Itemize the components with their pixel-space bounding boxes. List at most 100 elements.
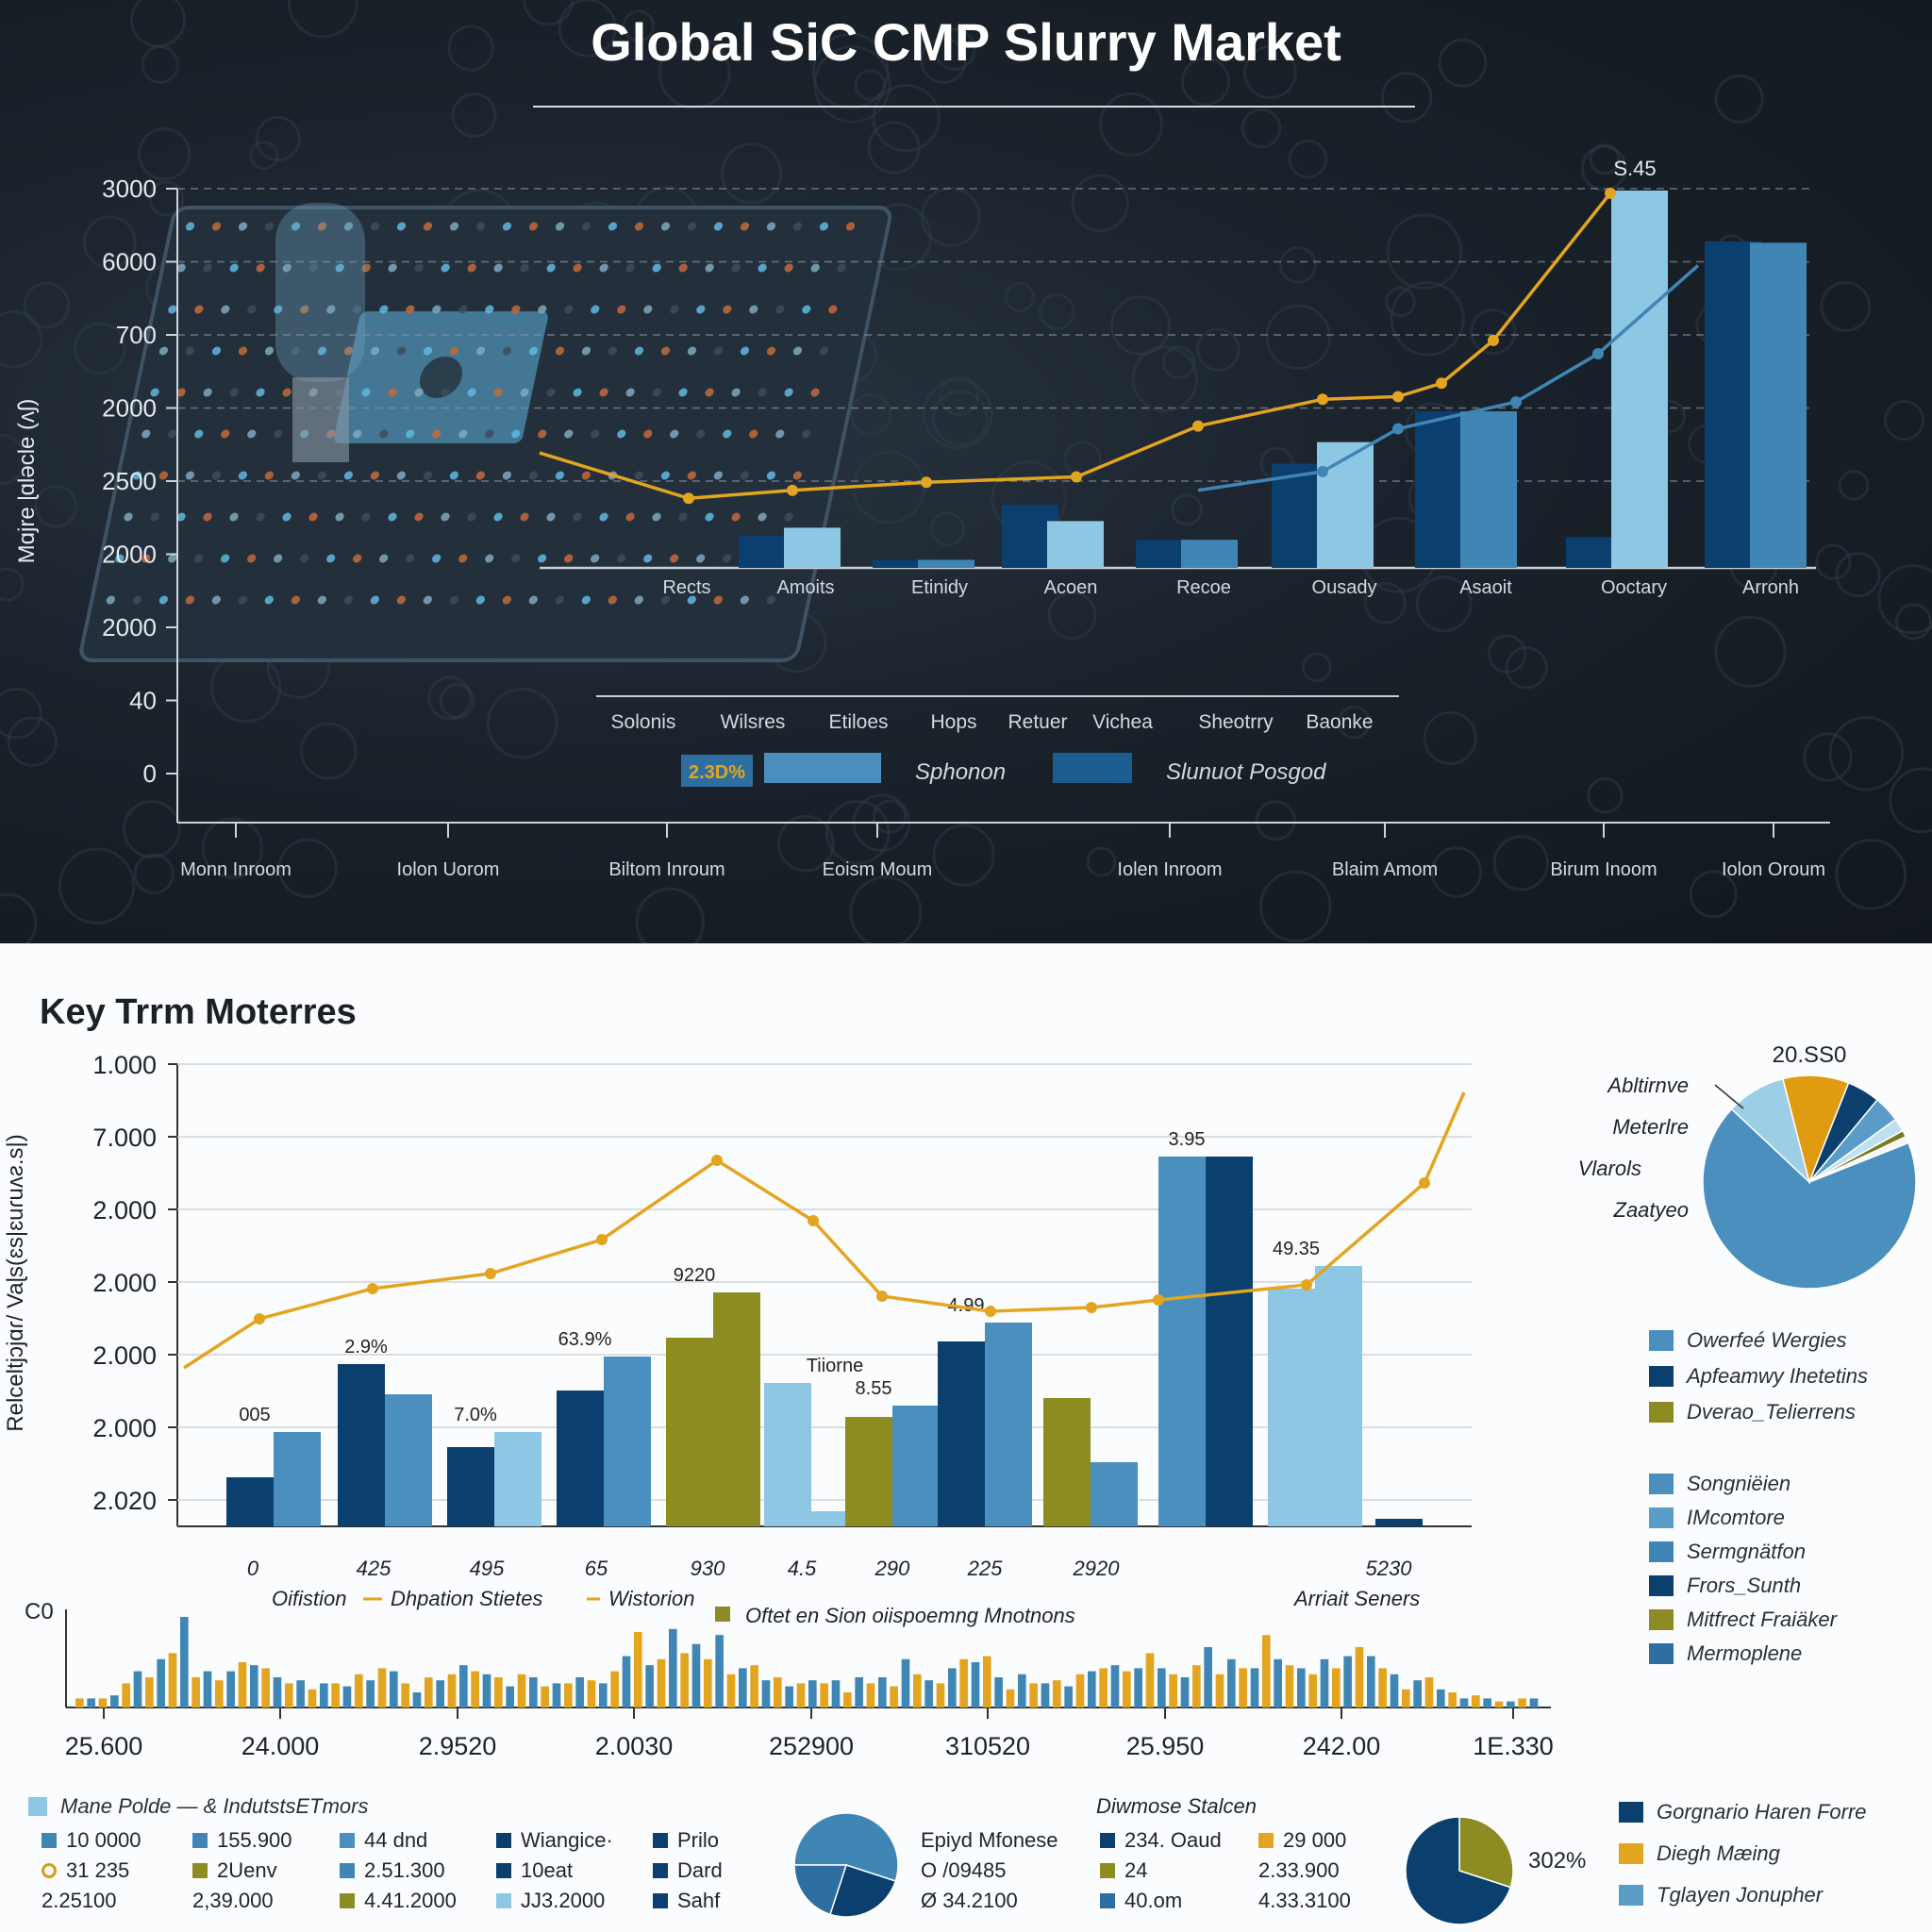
y-tick-label: 3000 bbox=[102, 175, 157, 203]
legend-swatch bbox=[1619, 1843, 1643, 1864]
circuit-dot bbox=[792, 471, 802, 480]
hist-bar bbox=[87, 1698, 95, 1707]
bg-ring bbox=[1004, 281, 1035, 312]
bg-ring bbox=[249, 141, 279, 171]
small-pie-slice bbox=[793, 1864, 848, 1916]
table-swatch bbox=[496, 1863, 511, 1878]
category-label: Arronh bbox=[1742, 577, 1799, 598]
circuit-dot bbox=[414, 512, 424, 522]
circuit-dot bbox=[581, 222, 591, 231]
bar-light bbox=[1047, 521, 1104, 568]
bg-ring bbox=[1071, 174, 1129, 233]
circuit-dot bbox=[740, 595, 749, 605]
hist-bar bbox=[669, 1628, 677, 1707]
table-cell: Dard bbox=[653, 1858, 723, 1883]
circuit-dot bbox=[485, 305, 494, 314]
trend-point-gold bbox=[1153, 1294, 1164, 1306]
circuit-dot bbox=[493, 263, 503, 273]
bg-ring bbox=[277, 838, 338, 898]
circuit-dot bbox=[502, 222, 512, 231]
legend-olive-label: Oftet en Sion oiispoemng Mnotnons bbox=[745, 1604, 1075, 1627]
table-cell: 2,39.000 bbox=[192, 1889, 274, 1913]
bg-ring bbox=[1714, 615, 1787, 688]
bar bbox=[713, 1292, 760, 1526]
circuit-dot bbox=[740, 346, 750, 356]
hist-bar bbox=[425, 1677, 433, 1707]
circuit-dot bbox=[168, 429, 177, 439]
circuit-dot bbox=[449, 222, 459, 231]
hist-bar bbox=[320, 1683, 328, 1707]
circuit-dot bbox=[660, 595, 670, 605]
trend-point-gold bbox=[1488, 334, 1499, 346]
top-chart-panel: Global SiC CMP Slurry Market 3000 6000 700… bbox=[0, 0, 1932, 943]
inner-legend-swatch-1 bbox=[764, 753, 881, 783]
circuit-dot bbox=[264, 346, 275, 356]
circuit-dot bbox=[238, 346, 248, 356]
circuit-dot bbox=[485, 554, 494, 563]
bg-ring bbox=[1171, 493, 1203, 526]
hist-bar bbox=[482, 1674, 491, 1707]
hist-bar bbox=[575, 1677, 584, 1707]
hist-x-label: 2.9520 bbox=[419, 1732, 497, 1760]
circuit-dot bbox=[353, 305, 362, 314]
circuit-dot bbox=[423, 595, 432, 605]
circuit-board bbox=[79, 206, 892, 662]
circuit-dot bbox=[696, 429, 706, 439]
bg-ring bbox=[929, 511, 965, 547]
bg-ring bbox=[1195, 327, 1241, 372]
pie-label: Meterlre bbox=[1612, 1115, 1689, 1139]
pie-leader bbox=[1714, 1084, 1744, 1109]
circuit-dot bbox=[723, 305, 732, 314]
bar bbox=[985, 1323, 1032, 1526]
trend-point-gold bbox=[367, 1283, 378, 1294]
hist-bar bbox=[715, 1635, 724, 1707]
bg-ring bbox=[486, 687, 558, 759]
circuit-dot bbox=[203, 388, 212, 397]
category-label: 4.5 bbox=[788, 1557, 817, 1580]
circuit-dot bbox=[326, 305, 336, 314]
hist-bar bbox=[1518, 1698, 1526, 1707]
hist-bar bbox=[459, 1665, 468, 1707]
table-cell-text: 29 000 bbox=[1283, 1828, 1347, 1852]
bar bbox=[764, 1383, 811, 1526]
circuit-dot bbox=[396, 471, 406, 480]
circuit-dot bbox=[168, 554, 177, 563]
inner-label: Etiloes bbox=[828, 711, 888, 733]
circuit-dot bbox=[221, 429, 230, 439]
circuit-dot bbox=[740, 222, 750, 231]
category-label: Asaoit bbox=[1459, 577, 1512, 598]
circuit-dot bbox=[458, 554, 468, 563]
bg-ring bbox=[451, 92, 497, 139]
bg-ring bbox=[1835, 838, 1907, 910]
circuit-dot bbox=[546, 263, 556, 273]
y-tick-label: 2000 bbox=[102, 394, 157, 423]
circuit-dot bbox=[634, 222, 644, 231]
table-cell: 10 0000 bbox=[42, 1828, 142, 1853]
hist-bar bbox=[645, 1665, 654, 1707]
bg-ring bbox=[74, 322, 126, 375]
circuit-dot bbox=[599, 263, 608, 273]
circuit-dot bbox=[819, 346, 829, 356]
table-cell-text: 2,39.000 bbox=[192, 1889, 274, 1912]
circuit-dot bbox=[731, 388, 741, 397]
bg-ring bbox=[1877, 564, 1932, 635]
circuit-dot bbox=[705, 388, 714, 397]
legend-label: Songniëien bbox=[1687, 1472, 1791, 1495]
circuit-dot bbox=[784, 263, 793, 273]
bar bbox=[385, 1394, 432, 1526]
circuit-dot bbox=[528, 595, 538, 605]
table-swatch bbox=[653, 1833, 668, 1848]
circuit-dot bbox=[573, 388, 582, 397]
circuit-dot bbox=[211, 595, 221, 605]
legend-label: Apfeamwy Ihetetins bbox=[1687, 1364, 1868, 1388]
hist-bar bbox=[192, 1677, 200, 1707]
table-cell-text: 2.51.300 bbox=[364, 1858, 445, 1882]
circuit-dot bbox=[229, 263, 239, 273]
hist-bar bbox=[1332, 1668, 1341, 1707]
hist-bar bbox=[517, 1674, 526, 1707]
middle-col-b-cell: 4.33.3100 bbox=[1258, 1889, 1351, 1913]
circuit-dot bbox=[432, 554, 441, 563]
small-pie-slice bbox=[793, 1812, 899, 1882]
category-label: 930 bbox=[691, 1557, 725, 1580]
y-axis-label: Mɑjre ɭɑləcle (ʌʃ) bbox=[14, 399, 40, 564]
